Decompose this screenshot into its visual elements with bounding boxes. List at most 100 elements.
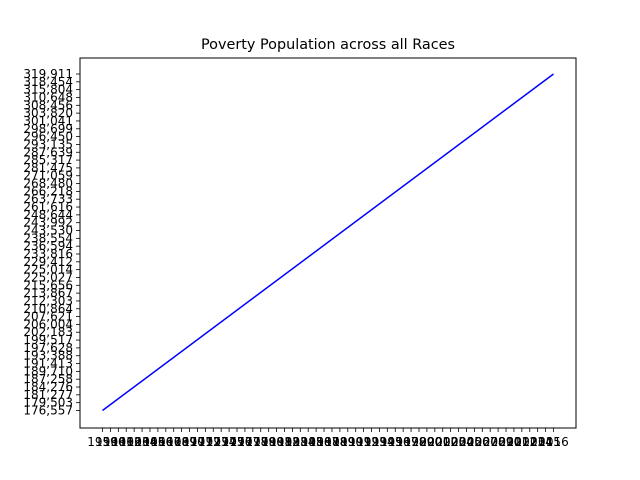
x-tick-label: 1982 bbox=[269, 435, 300, 449]
x-tick-label: 1991 bbox=[340, 435, 371, 449]
y-tick-label: 229,412 bbox=[23, 255, 73, 269]
x-tick-label: 1967 bbox=[151, 435, 182, 449]
y-tick-label: 202,183 bbox=[23, 325, 73, 339]
y-tick-label: 236,594 bbox=[23, 239, 73, 253]
y-tick-label: 210,864 bbox=[23, 302, 73, 316]
y-tick-label: 296,450 bbox=[23, 130, 73, 144]
x-tick-label: 1977 bbox=[230, 435, 261, 449]
x-tick-label: 1978 bbox=[238, 435, 269, 449]
y-tick-label: 293,135 bbox=[23, 137, 73, 151]
y-tick-label: 199,517 bbox=[23, 333, 73, 347]
y-tick-label: 233,816 bbox=[23, 247, 73, 261]
x-tick-label: 1963 bbox=[119, 435, 150, 449]
y-axis: 176,557179,503181,277184,276187,258189,7… bbox=[23, 67, 80, 418]
y-tick-label: 189,710 bbox=[23, 364, 73, 378]
x-tick-label: 2008 bbox=[475, 435, 506, 449]
x-tick-label: 1972 bbox=[190, 435, 221, 449]
y-tick-label: 191,413 bbox=[23, 357, 73, 371]
y-tick-label: 261,616 bbox=[23, 200, 73, 214]
y-tick-label: 176,557 bbox=[23, 404, 73, 418]
x-tick-label: 1987 bbox=[309, 435, 340, 449]
x-tick-label: 2007 bbox=[467, 435, 498, 449]
x-tick-label: 1988 bbox=[317, 435, 348, 449]
y-tick-label: 243,992 bbox=[23, 216, 73, 230]
y-tick-label: 215,656 bbox=[23, 278, 73, 292]
y-tick-label: 308,456 bbox=[23, 98, 73, 112]
series-line bbox=[102, 73, 554, 412]
x-tick-label: 1992 bbox=[348, 435, 379, 449]
y-tick-label: 212,303 bbox=[23, 294, 73, 308]
x-tick-label: 2012 bbox=[507, 435, 538, 449]
y-tick-label: 263,733 bbox=[23, 192, 73, 206]
x-tick-label: 1959 bbox=[87, 435, 118, 449]
x-tick-label: 2016 bbox=[538, 435, 569, 449]
x-tick-label: 1973 bbox=[198, 435, 229, 449]
x-tick-label: 1966 bbox=[143, 435, 174, 449]
y-tick-label: 193,388 bbox=[23, 349, 73, 363]
y-tick-label: 184,276 bbox=[23, 380, 73, 394]
y-tick-label: 285,317 bbox=[23, 153, 73, 167]
x-tick-label: 1993 bbox=[356, 435, 387, 449]
x-tick-label: 2001 bbox=[420, 435, 451, 449]
x-tick-label: 1974 bbox=[206, 435, 237, 449]
series-layer bbox=[102, 73, 554, 412]
axes-frame bbox=[79, 57, 577, 429]
y-tick-label: 318,454 bbox=[23, 75, 73, 89]
y-tick-label: 301,041 bbox=[23, 114, 73, 128]
x-tick-label: 1969 bbox=[166, 435, 197, 449]
x-tick-label: 1962 bbox=[111, 435, 142, 449]
x-tick-label: 1997 bbox=[388, 435, 419, 449]
x-tick-label: 2002 bbox=[427, 435, 458, 449]
x-tick-label: 1989 bbox=[325, 435, 356, 449]
y-tick-label: 298,699 bbox=[23, 122, 73, 136]
x-tick-label: 1968 bbox=[158, 435, 189, 449]
x-tick-label: 2014 bbox=[522, 435, 553, 449]
x-tick-label: 1976 bbox=[222, 435, 253, 449]
x-tick-label: 1994 bbox=[364, 435, 395, 449]
y-tick-label: 266,218 bbox=[23, 184, 73, 198]
y-tick-label: 243,530 bbox=[23, 224, 73, 238]
y-tick-label: 303,820 bbox=[23, 106, 73, 120]
y-tick-label: 310,648 bbox=[23, 90, 73, 104]
x-tick-label: 1975 bbox=[214, 435, 245, 449]
x-tick-label: 2005 bbox=[451, 435, 482, 449]
x-tick-label: 1981 bbox=[261, 435, 292, 449]
y-tick-label: 319,911 bbox=[23, 67, 73, 81]
x-tick-label: 1990 bbox=[333, 435, 364, 449]
y-tick-label: 181,277 bbox=[23, 388, 73, 402]
x-tick-label: 1965 bbox=[135, 435, 166, 449]
x-tick-label: 1985 bbox=[293, 435, 324, 449]
x-tick-label: 2006 bbox=[459, 435, 490, 449]
x-tick-label: 2011 bbox=[499, 435, 530, 449]
x-tick-label: 1971 bbox=[182, 435, 213, 449]
x-tick-label: 2013 bbox=[514, 435, 545, 449]
y-tick-label: 206,004 bbox=[23, 317, 73, 331]
chart-title: Poverty Population across all Races bbox=[201, 37, 455, 53]
x-tick-label: 2000 bbox=[412, 435, 443, 449]
x-tick-label: 2010 bbox=[491, 435, 522, 449]
y-tick-label: 281,475 bbox=[23, 161, 73, 175]
x-tick-label: 1998 bbox=[396, 435, 427, 449]
y-tick-label: 268,480 bbox=[23, 177, 73, 191]
x-tick-label: 2015 bbox=[530, 435, 561, 449]
x-tick-label: 1999 bbox=[404, 435, 435, 449]
y-tick-label: 207,621 bbox=[23, 310, 73, 324]
y-tick-label: 315,804 bbox=[23, 83, 73, 97]
x-axis: 1959196019611962196319641965196619671968… bbox=[87, 428, 569, 449]
x-tick-label: 1970 bbox=[174, 435, 205, 449]
x-tick-label: 1986 bbox=[301, 435, 332, 449]
x-tick-label: 1964 bbox=[127, 435, 158, 449]
y-tick-label: 238,554 bbox=[23, 231, 73, 245]
x-tick-label: 1995 bbox=[372, 435, 403, 449]
y-tick-label: 287,639 bbox=[23, 145, 73, 159]
x-tick-label: 1996 bbox=[380, 435, 411, 449]
y-tick-label: 213,867 bbox=[23, 286, 73, 300]
x-tick-label: 1980 bbox=[253, 435, 284, 449]
x-tick-label: 1979 bbox=[245, 435, 276, 449]
y-tick-label: 225,027 bbox=[23, 270, 73, 284]
y-tick-label: 187,258 bbox=[23, 372, 73, 386]
x-tick-label: 2009 bbox=[483, 435, 514, 449]
y-tick-label: 225,014 bbox=[23, 263, 73, 277]
